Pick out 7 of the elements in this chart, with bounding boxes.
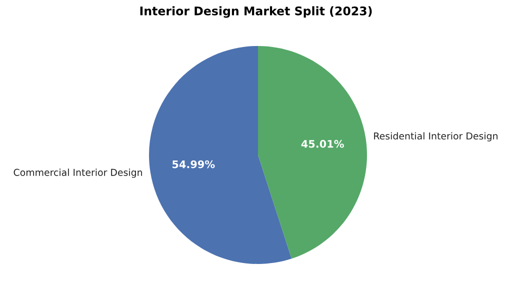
slice-label: Commercial Interior Design (14, 168, 142, 178)
pie-slice (149, 46, 292, 264)
data-label: 54.99% (172, 160, 215, 168)
data-label: 45.01% (301, 140, 344, 148)
slice-label: Residential Interior Design (374, 132, 498, 142)
pie-slice (258, 46, 367, 259)
chart-title: Interior Design Market Split (2023) (140, 6, 372, 18)
